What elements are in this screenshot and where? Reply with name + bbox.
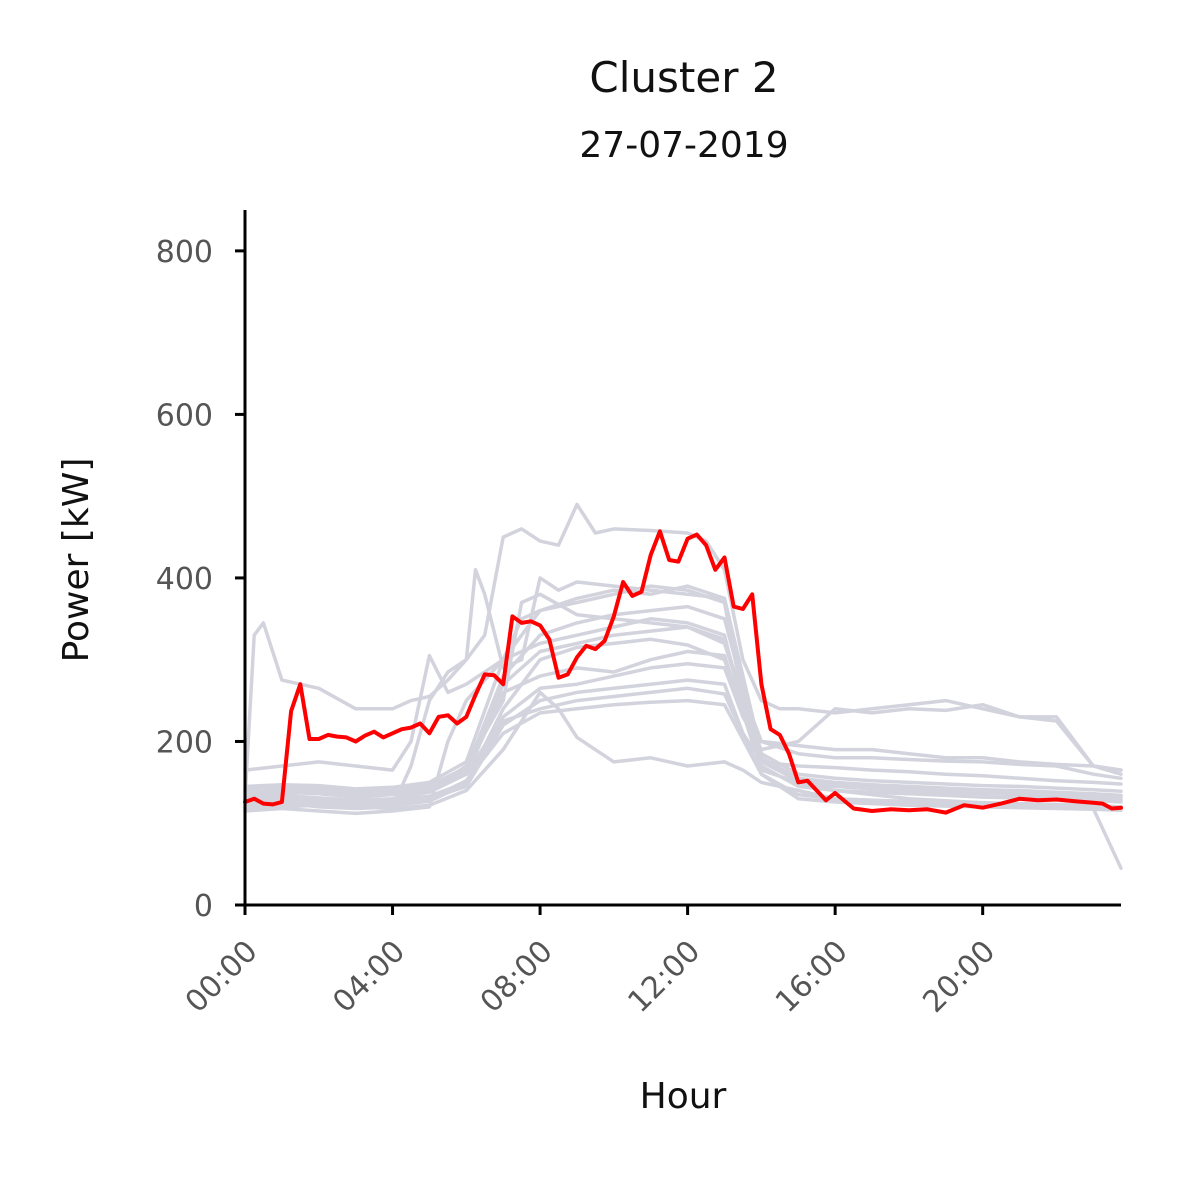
highlight-series-group [243,529,1123,815]
background-series-group [243,502,1123,870]
chart-subtitle: 27-07-2019 [579,125,788,166]
y-tick-label-0: 0 [194,889,213,924]
background-series-line-4 [243,617,1123,772]
x-tick-label-1200: 12:00 [621,934,707,1020]
x-axis-label: Hour [640,1076,727,1117]
x-tick-label-0400: 04:00 [326,934,412,1020]
x-tick-label-2000: 20:00 [916,934,1002,1020]
background-series-line-13 [243,584,1123,794]
y-axis-label: Power [kW] [56,458,97,663]
y-tick-label-200: 200 [156,725,213,760]
x-tick-label-1600: 16:00 [769,934,855,1020]
x-tick-label-0000: 00:00 [179,934,265,1020]
chart-title: Cluster 2 [589,53,778,102]
y-axis-ticks: 0 200 400 600 800 [156,235,245,924]
background-series-line-10 [243,649,1123,803]
highlight-series-line [243,529,1123,815]
background-series-line-11 [243,686,1123,810]
background-series-line-2 [243,568,1123,811]
background-series-line-1 [243,502,1123,801]
background-series-line-15 [243,625,1123,799]
x-axis-ticks: 00:00 04:00 08:00 12:00 16:00 20:00 [179,905,1002,1020]
y-tick-label-600: 600 [156,398,213,433]
x-tick-label-0800: 08:00 [474,934,560,1020]
y-tick-label-400: 400 [156,562,213,597]
y-tick-label-800: 800 [156,235,213,270]
